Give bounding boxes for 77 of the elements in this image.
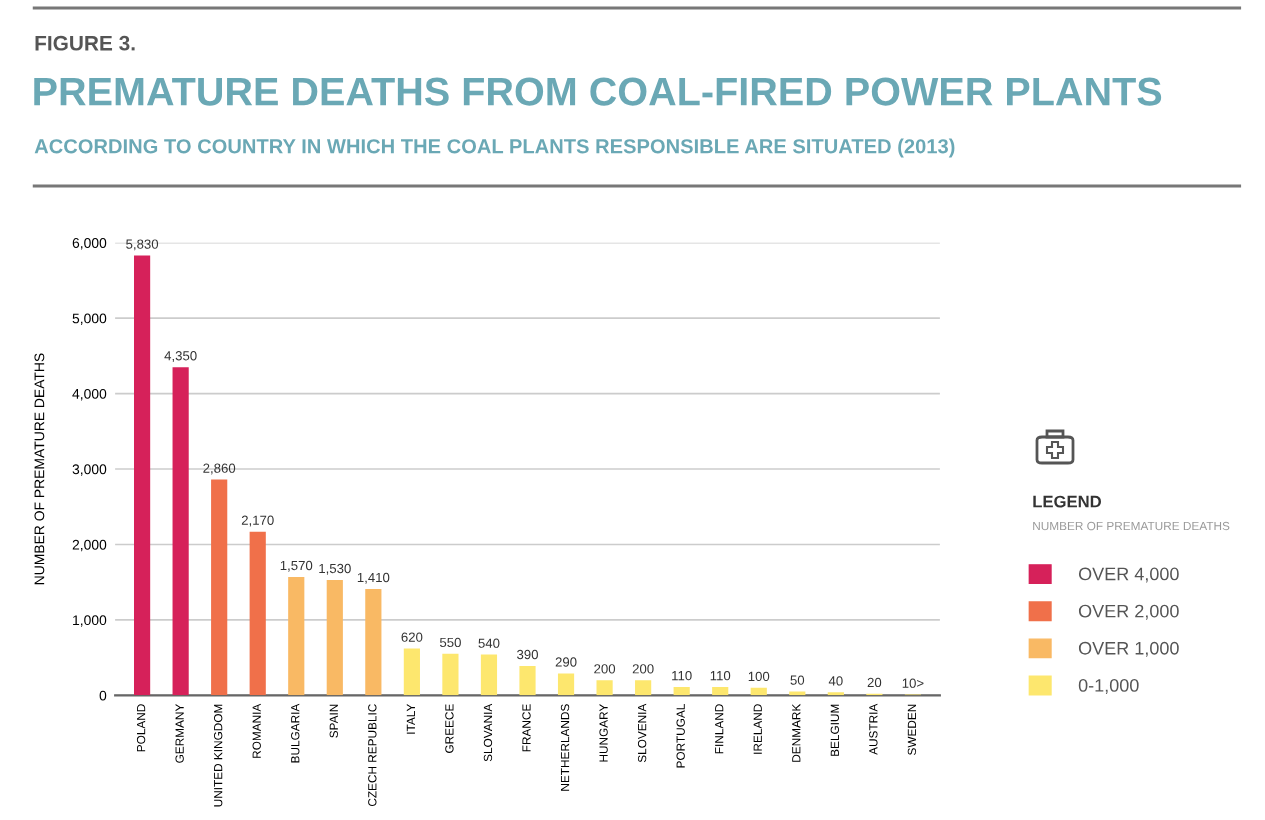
bar bbox=[288, 576, 305, 696]
x-tick-label: SWEDEN bbox=[907, 704, 917, 755]
data-label: 100 bbox=[748, 671, 770, 682]
data-label: 200 bbox=[632, 664, 654, 674]
x-tick-label: SLOVANIA bbox=[483, 703, 493, 762]
bar bbox=[365, 588, 382, 696]
bar bbox=[596, 680, 613, 696]
x-tick-label: BULGARIA bbox=[291, 703, 300, 763]
y-tick-label: 1,000 bbox=[73, 615, 107, 627]
text: NUMBER OF PREMATURE DEATHS bbox=[1033, 521, 1230, 531]
data-label: 40 bbox=[828, 676, 843, 686]
data-label: 1,530 bbox=[319, 563, 351, 575]
data-label: 2,860 bbox=[203, 463, 236, 475]
legend-label: OVER 4,000 bbox=[1078, 567, 1179, 583]
data-label: 1,410 bbox=[357, 572, 390, 584]
data-label: 290 bbox=[555, 657, 577, 667]
chart-title: PREMATURE DEATHS FROM COAL-FIRED POWER PLANTS bbox=[34, 77, 1162, 106]
bar bbox=[442, 653, 459, 696]
data-label: 10> bbox=[902, 678, 924, 688]
data-label: 2,170 bbox=[241, 515, 274, 527]
data-label: 4,350 bbox=[164, 351, 197, 362]
x-tick-label: AUSTRIA bbox=[869, 703, 878, 755]
chart-subtitle: ACCORDING TO COUNTRY IN WHICH THE COAL PLANTS RESPONSIBLE ARE SITUATED (2013) bbox=[34, 138, 955, 158]
bar bbox=[557, 673, 575, 696]
y-tick-label: 4,000 bbox=[72, 388, 107, 401]
legend-title: LEGEND bbox=[1033, 495, 1101, 508]
bar bbox=[635, 680, 652, 696]
y-tick-label: 2,000 bbox=[72, 539, 107, 552]
y-tick-label: 5,000 bbox=[72, 313, 107, 325]
x-tick-label: ROMANIA bbox=[252, 703, 261, 758]
bar bbox=[827, 692, 844, 696]
legend-label: 0-1,000 bbox=[1078, 679, 1139, 694]
data-label: 540 bbox=[478, 638, 500, 648]
x-tick-label: CZECH REPUBLIC bbox=[368, 704, 377, 807]
bar bbox=[249, 531, 266, 696]
x-tick-label: DENMARK bbox=[792, 703, 801, 762]
x-tick-label: PORTUGAL bbox=[676, 704, 685, 768]
data-label: 20 bbox=[867, 677, 882, 688]
y-tick-label: 6,000 bbox=[72, 238, 107, 250]
bar bbox=[326, 579, 343, 696]
x-tick-label: GREECE bbox=[445, 704, 454, 753]
bar bbox=[480, 654, 498, 696]
bar bbox=[750, 687, 767, 696]
x-tick-label: SPAIN bbox=[329, 704, 338, 738]
y-tick-label: 0 bbox=[99, 690, 107, 701]
x-tick-label: FINLAND bbox=[715, 704, 724, 754]
x-tick-label: UNITED KINGDOM bbox=[213, 704, 223, 807]
bar bbox=[403, 648, 420, 696]
y-tick-label: 3,000 bbox=[72, 464, 107, 476]
data-label: 50 bbox=[790, 675, 805, 685]
bar bbox=[673, 687, 690, 696]
data-label: 390 bbox=[517, 649, 538, 660]
caption: FIGURE 3. bbox=[35, 35, 135, 51]
x-tick-label: FRANCE bbox=[522, 704, 531, 752]
data-label: 110 bbox=[672, 670, 692, 681]
legend-label: OVER 2,000 bbox=[1078, 604, 1179, 620]
bar bbox=[211, 479, 228, 696]
bar bbox=[172, 367, 189, 696]
y-axis-title: NUMBER OF PREMATURE DEATHS bbox=[34, 353, 45, 585]
x-tick-label: BELGIUM bbox=[830, 704, 839, 756]
x-tick-label: GERMANY bbox=[175, 703, 184, 763]
data-label: 1,570 bbox=[280, 560, 313, 572]
data-label: 110 bbox=[710, 670, 731, 681]
x-tick-label: HUNGARY bbox=[599, 703, 608, 762]
data-label: 5,830 bbox=[126, 239, 159, 251]
data-label: 620 bbox=[401, 632, 423, 642]
data-label: 200 bbox=[594, 664, 616, 674]
x-tick-label: SLOVENIA bbox=[637, 703, 647, 763]
legend-label: OVER 1,000 bbox=[1078, 641, 1179, 657]
bar bbox=[519, 665, 536, 696]
bar bbox=[134, 255, 151, 696]
x-tick-label: IRELAND bbox=[753, 704, 762, 754]
bar bbox=[712, 687, 729, 696]
x-tick-label: ITALY bbox=[406, 703, 415, 734]
data-label: 550 bbox=[439, 637, 461, 648]
x-tick-label: POLAND bbox=[136, 704, 146, 752]
x-tick-label: NETHERLANDS bbox=[560, 704, 570, 791]
